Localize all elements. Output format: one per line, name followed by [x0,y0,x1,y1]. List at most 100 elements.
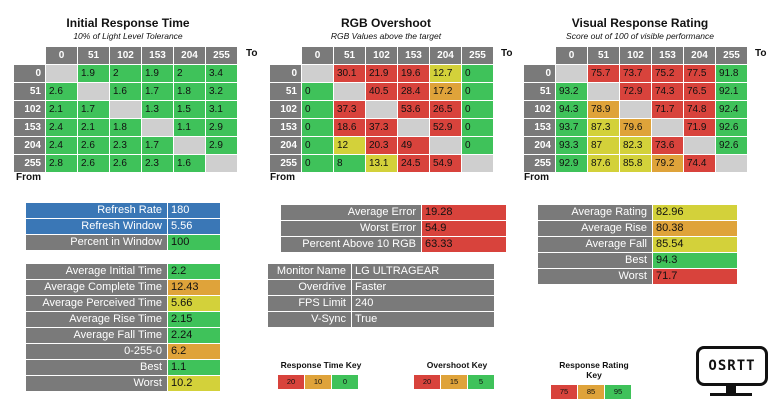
row-header: 153 [524,119,555,136]
stat-label: Average Rise [538,221,652,236]
heatmap-cell: 1.3 [142,101,173,118]
stat-label: Refresh Window [26,219,167,234]
stat-label: Overdrive [268,280,351,295]
heatmap-cell: 1.6 [110,83,141,100]
empty-cell [174,137,205,154]
stat-value: 63.33 [422,237,506,252]
heatmap-cell: 93.3 [556,137,587,154]
overshoot-key-title: Overshoot Key [426,360,488,370]
empty-cell [556,65,587,82]
stat-label: Average Rating [538,205,652,220]
heatmap-cell: 37.3 [334,101,365,118]
heatmap-cell: 3.4 [206,65,237,82]
matrix-2-subtitle: RGB Values above the target [330,31,442,41]
response-rating-key: Response Rating Key 75 85 95 [551,360,637,399]
key-swatch: 5 [468,375,494,389]
heatmap-cell: 71.9 [684,119,715,136]
stat-label: Average Fall [538,237,652,252]
row-header: 102 [524,101,555,118]
stat-value: 5.66 [168,296,220,311]
heatmap-cell: 1.7 [78,101,109,118]
heatmap-cell: 21.9 [366,65,397,82]
row-header: 255 [270,155,301,172]
matrix-1-to-label: To [246,48,258,59]
column-header: 255 [716,47,747,64]
stat-label: Worst [26,376,167,391]
heatmap-cell: 87.3 [588,119,619,136]
heatmap-cell: 28.4 [398,83,429,100]
heatmap-cell: 93.7 [556,119,587,136]
empty-cell [334,83,365,100]
heatmap-cell: 2.4 [46,119,77,136]
heatmap-cell: 40.5 [366,83,397,100]
heatmap-cell: 2.6 [78,137,109,154]
empty-cell [652,119,683,136]
heatmap-cell: 73.6 [652,137,683,154]
column-header: 102 [110,47,141,64]
key-swatch: 95 [605,385,631,399]
logo-text: OSRTT [708,358,756,374]
heatmap-cell: 12.7 [430,65,461,82]
heatmap-cell: 19.6 [398,65,429,82]
key-swatch: 75 [551,385,577,399]
stat-value: 2.2 [168,264,220,279]
empty-cell [462,155,493,172]
key-swatch: 20 [414,375,440,389]
heatmap-cell: 1.8 [110,119,141,136]
empty-cell [110,101,141,118]
empty-cell [398,119,429,136]
column-header: 51 [78,47,109,64]
empty-cell [430,137,461,154]
stat-label: Percent in Window [26,235,167,250]
heatmap-cell: 49 [398,137,429,154]
heatmap-cell: 2 [174,65,205,82]
heatmap-cell: 2.1 [78,119,109,136]
row-header: 204 [524,137,555,154]
stat-label: Worst Error [281,221,421,236]
response-rating-key-title: Response Rating Key [559,360,629,380]
heatmap-cell: 78.9 [588,101,619,118]
key-swatch: 85 [578,385,604,399]
row-header: 102 [270,101,301,118]
row-header: 255 [14,155,45,172]
heatmap-cell: 30.1 [334,65,365,82]
matrix-initial-response: 0 51 102 153 204 255 0 1.9 2 1.9 2 3.4 51 2.6 1.6 1.7 1.… [14,47,237,172]
heatmap-cell: 1.6 [174,155,205,172]
stat-value: 6.2 [168,344,220,359]
corner-cell [524,47,555,64]
stat-value: 19.28 [422,205,506,220]
heatmap-cell: 26.5 [430,101,461,118]
heatmap-cell: 52.9 [430,119,461,136]
corner-cell [270,47,301,64]
stat-value: 240 [352,296,494,311]
corner-cell [14,47,45,64]
stat-label: Refresh Rate [26,203,167,218]
heatmap-cell: 0 [302,101,333,118]
monitor-info-table: Monitor Name LG ULTRAGEAR Overdrive Faster F… [268,264,494,327]
column-header: 255 [206,47,237,64]
stat-value: True [352,312,494,327]
column-header: 51 [588,47,619,64]
key-swatch: 0 [332,375,358,389]
heatmap-cell: 8 [334,155,365,172]
column-header: 153 [652,47,683,64]
heatmap-cell: 3.1 [206,101,237,118]
heatmap-cell: 0 [302,137,333,154]
stat-label: Worst [538,269,652,284]
heatmap-cell: 0 [462,119,493,136]
heatmap-cell: 12 [334,137,365,154]
key-swatch: 10 [305,375,331,389]
response-time-key-title: Response Time Key [280,360,362,370]
matrix-rgb-overshoot: 0 51 102 153 204 255 0 30.1 21.9 19.6 12.7 0 51 0 40.5… [270,47,493,172]
stat-value: 2.15 [168,312,220,327]
row-header: 204 [14,137,45,154]
key-swatch: 15 [441,375,467,389]
heatmap-cell: 94.3 [556,101,587,118]
heatmap-cell: 54.9 [430,155,461,172]
row-header: 102 [14,101,45,118]
heatmap-cell: 93.2 [556,83,587,100]
heatmap-cell: 13.1 [366,155,397,172]
stat-label: Monitor Name [268,264,351,279]
empty-cell [684,137,715,154]
column-header: 153 [142,47,173,64]
